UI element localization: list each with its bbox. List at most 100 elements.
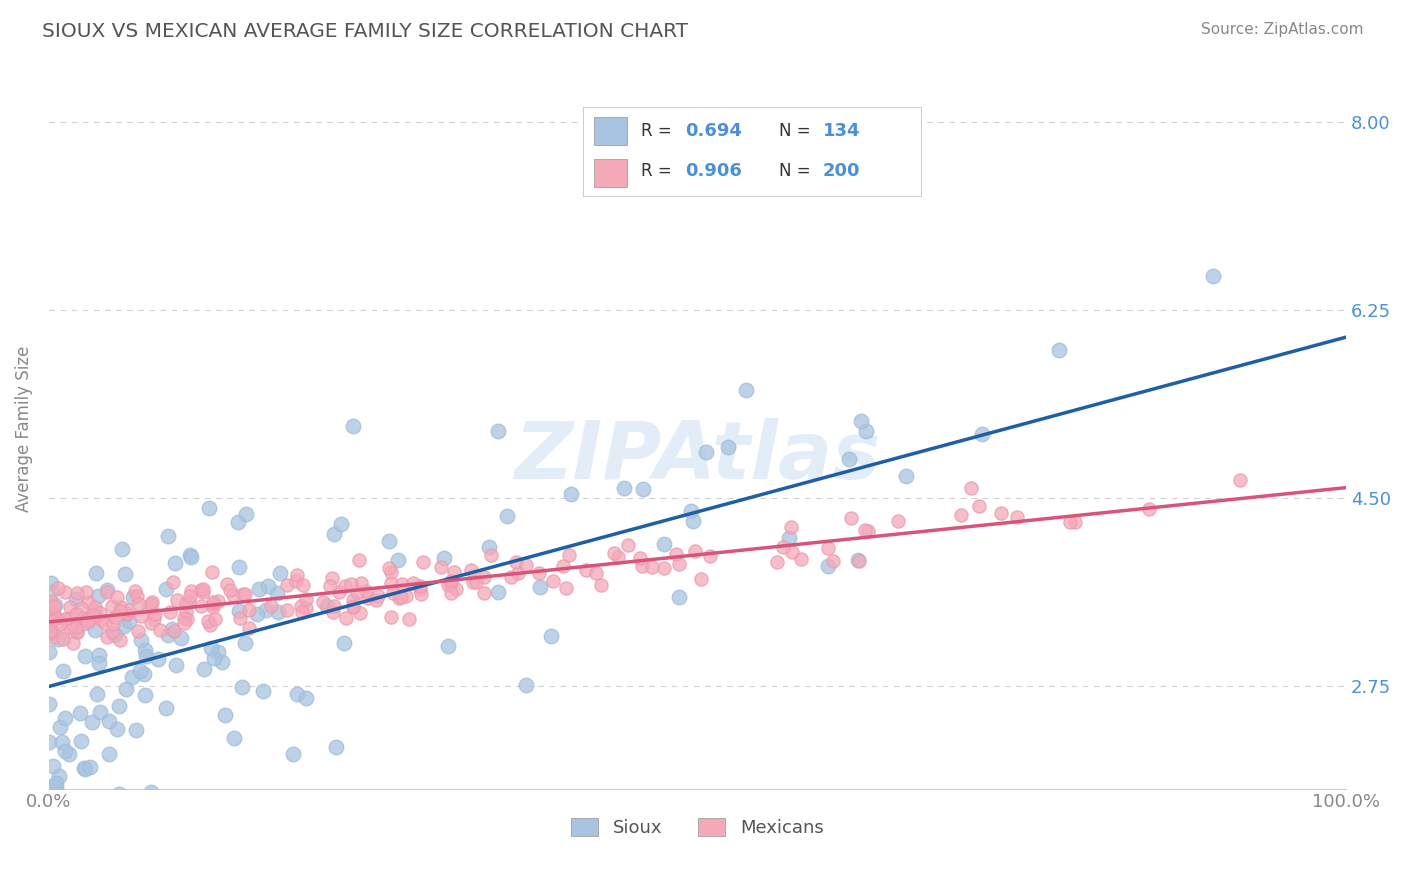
Point xyxy=(506,566,529,580)
Point xyxy=(839,511,862,525)
Point xyxy=(690,573,713,587)
Point xyxy=(42,606,65,620)
Text: N =: N = xyxy=(779,122,815,140)
Point xyxy=(328,584,350,599)
Point xyxy=(856,524,879,538)
Point xyxy=(887,514,910,528)
Point xyxy=(75,585,97,599)
Point xyxy=(131,609,153,624)
Text: 0.694: 0.694 xyxy=(685,122,741,140)
Point xyxy=(58,747,80,761)
Legend: Sioux, Mexicans: Sioux, Mexicans xyxy=(564,811,831,845)
Point xyxy=(155,582,177,596)
Point xyxy=(269,566,291,580)
Point xyxy=(53,744,76,758)
Point xyxy=(541,574,564,589)
Point xyxy=(990,507,1012,521)
Point xyxy=(257,579,280,593)
Point xyxy=(72,611,94,625)
Point xyxy=(127,624,149,638)
Point xyxy=(322,605,344,619)
Point xyxy=(378,561,401,575)
Point xyxy=(39,604,62,618)
Point xyxy=(38,735,60,749)
Point xyxy=(55,585,77,599)
Point xyxy=(267,605,290,619)
Point xyxy=(515,558,537,572)
Point xyxy=(59,611,82,625)
Point xyxy=(222,588,245,602)
Point xyxy=(233,636,256,650)
Point xyxy=(321,571,343,585)
Point xyxy=(501,570,523,584)
Point xyxy=(389,590,412,604)
Point xyxy=(377,533,399,548)
Point xyxy=(252,684,274,698)
Point xyxy=(631,558,654,573)
Point xyxy=(970,426,993,441)
Point xyxy=(190,599,212,614)
Point xyxy=(207,594,229,608)
Point xyxy=(695,445,717,459)
Point xyxy=(162,622,184,636)
Point xyxy=(174,596,197,610)
Point xyxy=(682,515,704,529)
Point xyxy=(76,595,98,609)
Point xyxy=(214,708,236,723)
Point xyxy=(949,508,972,522)
Point xyxy=(198,617,221,632)
Point xyxy=(342,599,364,614)
Point xyxy=(395,589,418,603)
Point xyxy=(342,599,364,613)
Point xyxy=(52,632,75,646)
Point xyxy=(387,552,409,566)
Point xyxy=(67,805,90,819)
Point xyxy=(228,560,250,574)
Point xyxy=(322,526,344,541)
Point xyxy=(69,706,91,721)
Point xyxy=(589,578,612,592)
Point xyxy=(291,605,314,619)
Point xyxy=(238,621,260,635)
Point xyxy=(527,566,550,581)
Point xyxy=(179,595,201,609)
Point xyxy=(100,599,122,614)
Point xyxy=(290,599,312,613)
Point xyxy=(73,761,96,775)
Point xyxy=(1064,516,1087,530)
Point xyxy=(613,481,636,495)
Point xyxy=(665,547,688,561)
Point xyxy=(333,635,356,649)
Text: 0.906: 0.906 xyxy=(685,162,741,180)
Point xyxy=(193,585,215,599)
Text: Source: ZipAtlas.com: Source: ZipAtlas.com xyxy=(1201,22,1364,37)
Point xyxy=(295,601,318,615)
Point xyxy=(45,611,67,625)
Point xyxy=(202,599,225,614)
Point xyxy=(460,563,482,577)
Point xyxy=(560,487,582,501)
Point xyxy=(76,613,98,627)
Point xyxy=(342,419,364,434)
Point xyxy=(335,611,357,625)
Point xyxy=(211,655,233,669)
Point xyxy=(39,619,62,633)
Point xyxy=(141,595,163,609)
Point xyxy=(129,664,152,678)
Point xyxy=(202,597,225,611)
Point xyxy=(141,785,163,799)
Point xyxy=(83,608,105,623)
Point xyxy=(330,517,353,532)
Point xyxy=(398,612,420,626)
Point xyxy=(148,651,170,665)
Point xyxy=(105,722,128,736)
Point xyxy=(464,575,486,590)
Point xyxy=(193,662,215,676)
Point xyxy=(52,624,75,639)
Point xyxy=(295,592,318,607)
Point xyxy=(838,451,860,466)
Point xyxy=(287,687,309,701)
Point xyxy=(254,603,277,617)
Point xyxy=(163,556,186,570)
Point xyxy=(228,611,250,625)
